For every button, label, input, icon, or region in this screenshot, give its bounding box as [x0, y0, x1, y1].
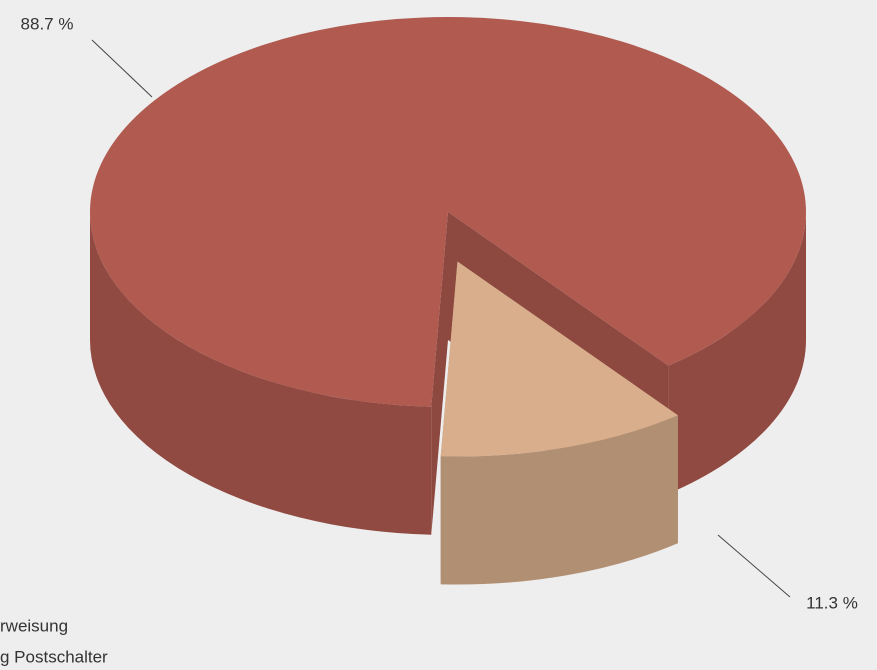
slice-wall — [90, 212, 432, 535]
legend-label: g Postschalter — [0, 647, 108, 666]
legend-label: rweisung — [0, 616, 68, 635]
data-label: 11.3 % — [806, 593, 858, 612]
leader-line — [91, 39, 153, 98]
pie-slice — [440, 261, 678, 457]
leader-line — [717, 534, 791, 598]
slice-wall — [440, 415, 678, 585]
data-label: 88.7 % — [21, 14, 74, 33]
pie-slice — [90, 17, 806, 407]
slice-wall — [668, 212, 806, 494]
slice-side-face — [431, 212, 448, 535]
